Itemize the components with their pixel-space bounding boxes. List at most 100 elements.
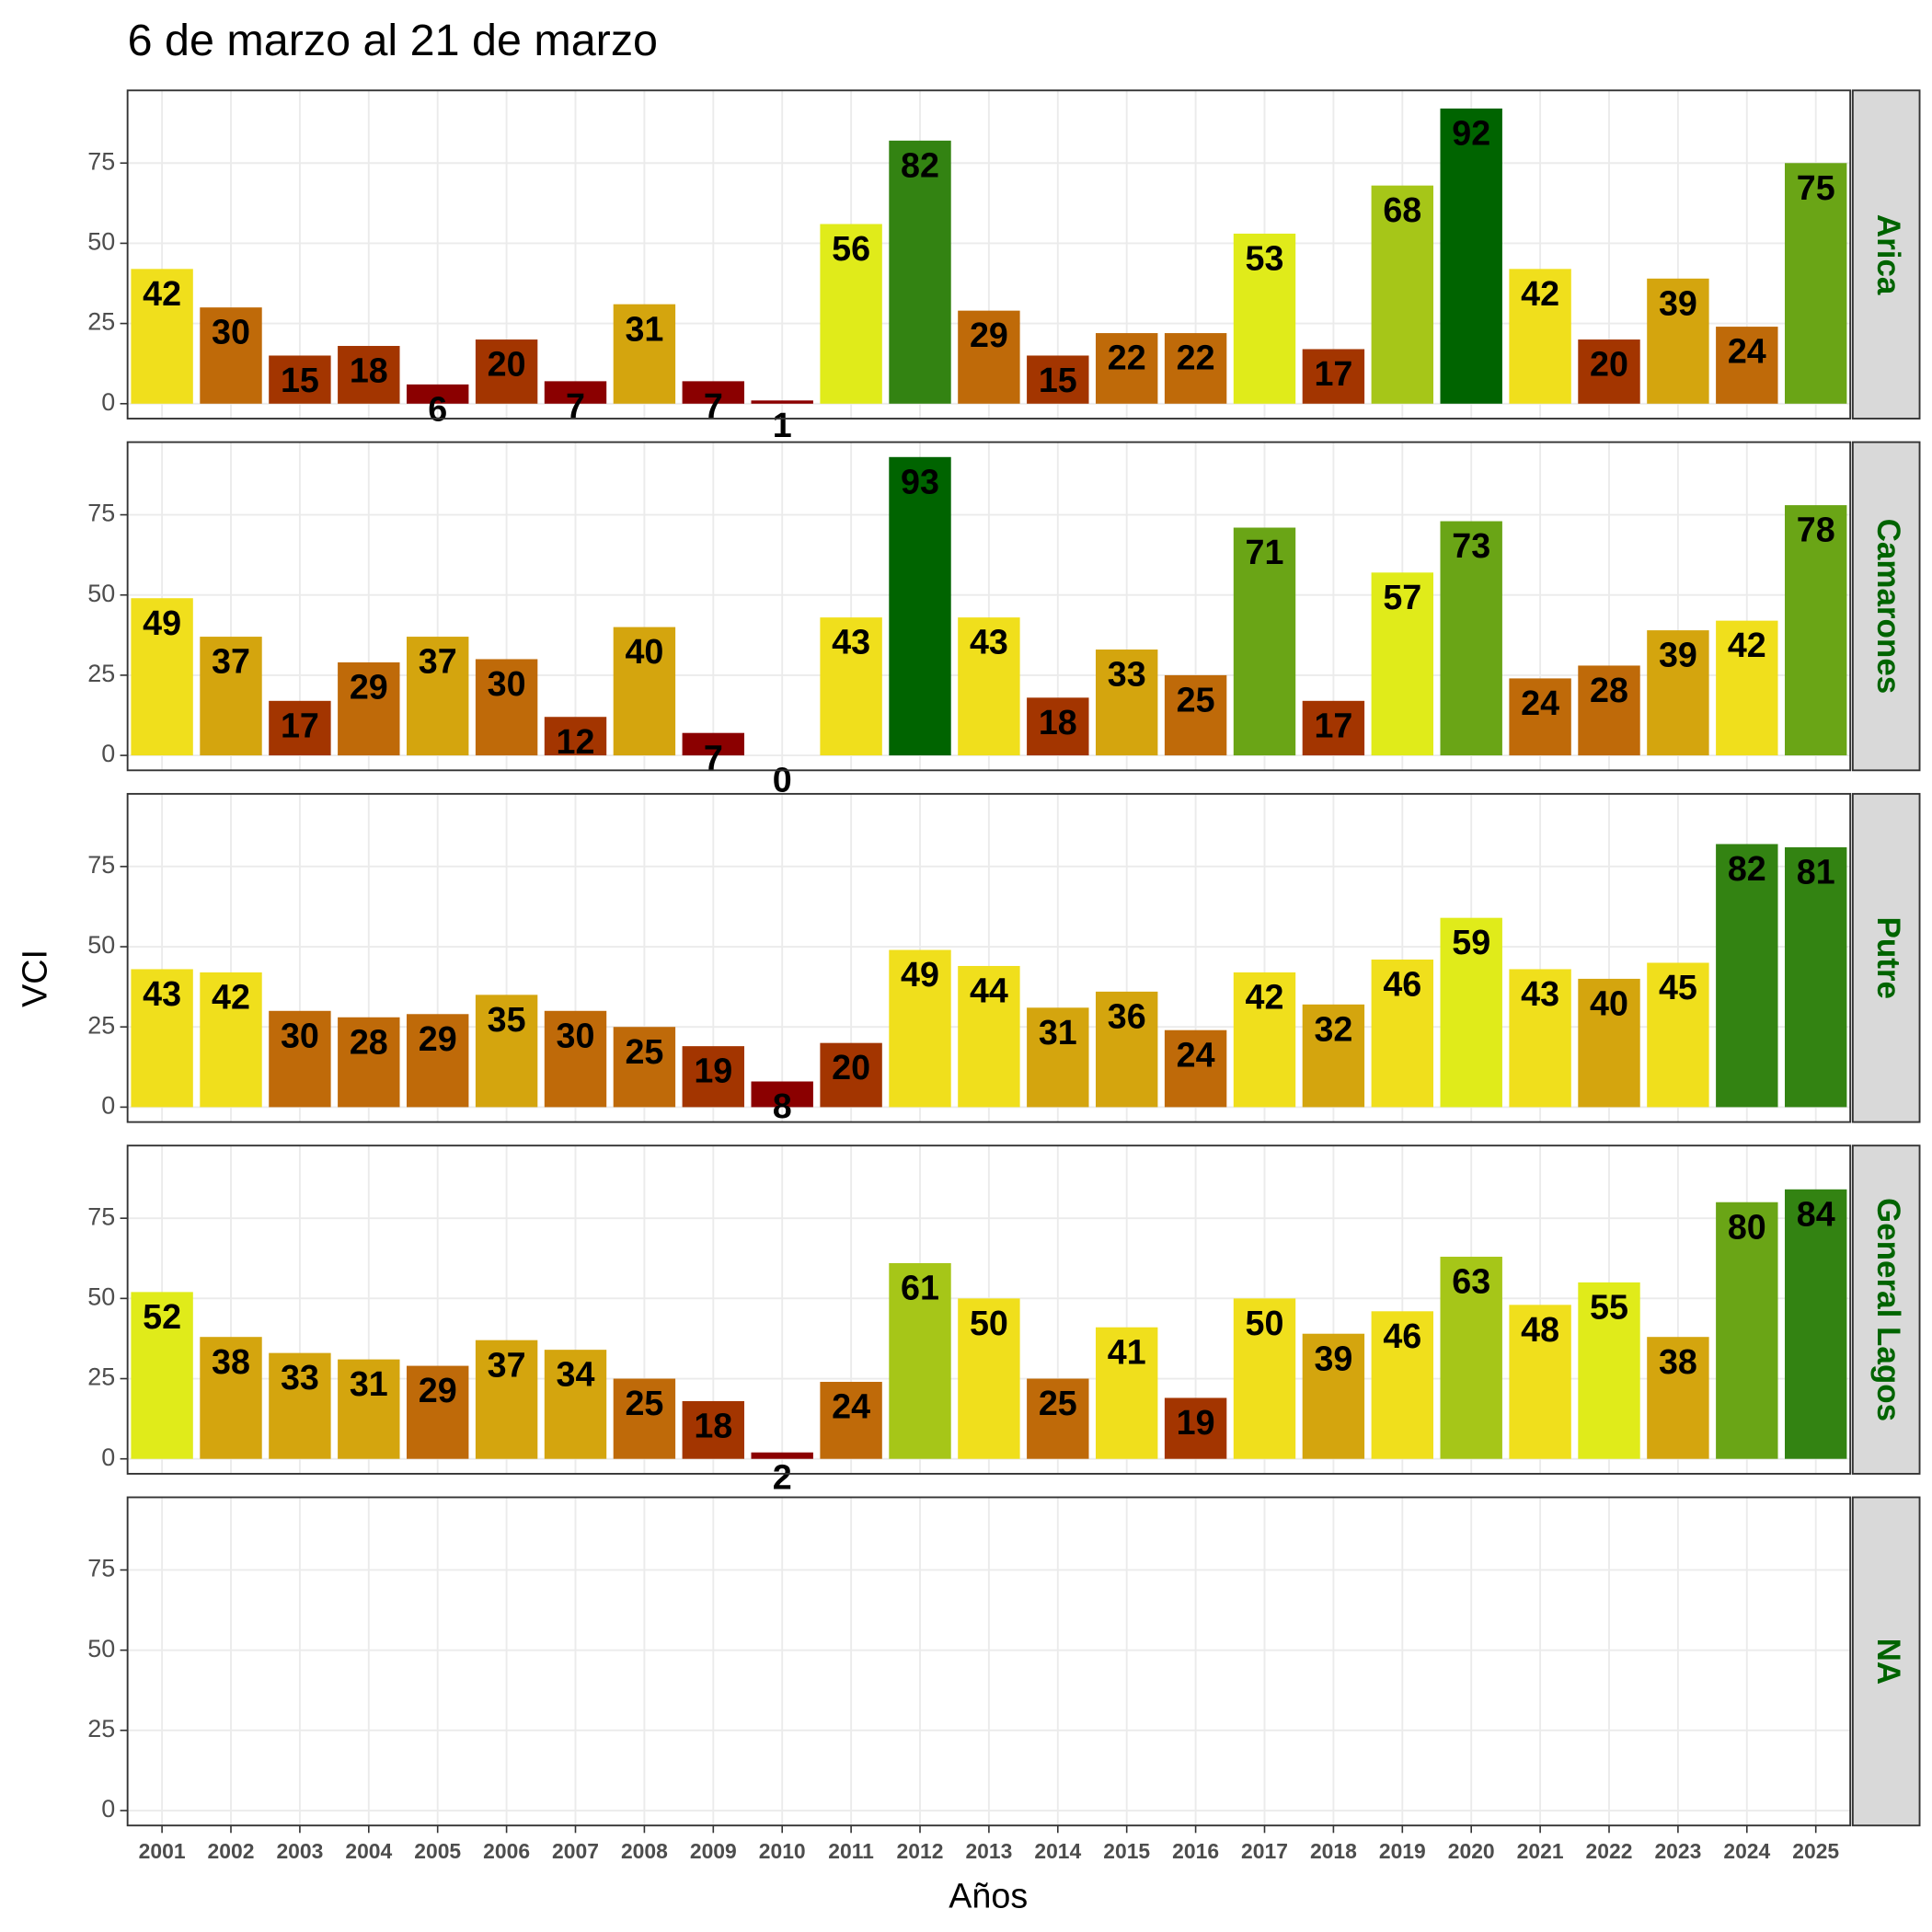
y-tick-label: 25 [87,308,115,336]
bar [958,1298,1020,1459]
bar [1164,1029,1227,1108]
bar [338,661,400,756]
y-tick-label: 75 [87,500,115,527]
x-tick-label: 2012 [897,1839,944,1863]
value-label: 24 [832,1387,870,1426]
value-label: 35 [488,1000,526,1039]
bar [751,1452,813,1459]
bar [1647,278,1709,404]
bar [1027,355,1089,404]
value-label: 32 [1314,1009,1352,1048]
value-label: 20 [488,345,526,384]
bar [338,346,400,404]
value-label: 36 [1108,996,1146,1035]
value-label: 7 [704,386,723,425]
value-label: 17 [1314,354,1352,393]
x-tick-label: 2022 [1586,1839,1633,1863]
value-label: 20 [832,1048,870,1087]
bar [1233,527,1296,756]
x-tick-label: 2024 [1723,1839,1770,1863]
value-label: 41 [1108,1332,1146,1371]
value-label: 31 [1039,1013,1077,1052]
bar [1716,1202,1778,1459]
bar [131,1292,193,1459]
bar [1647,1337,1709,1459]
strip-label: Camarones [1870,519,1906,695]
value-label: 92 [1452,114,1490,153]
bar [200,307,262,404]
x-tick-label: 2008 [621,1839,668,1863]
value-label: 7 [566,386,585,425]
bar [544,381,607,404]
value-label: 39 [1659,636,1697,674]
bar [1371,572,1434,756]
bar [1784,846,1847,1108]
bar [1027,1007,1089,1108]
value-label: 46 [1383,1317,1421,1355]
bar [1784,163,1847,404]
bar [958,965,1020,1108]
y-tick-label: 0 [101,1092,115,1120]
x-tick-label: 2007 [552,1839,599,1863]
bar [406,637,469,756]
value-label: 15 [281,361,319,399]
bar [1095,1327,1158,1459]
strip-label: NA [1870,1639,1906,1685]
value-label: 61 [901,1269,939,1307]
value-label: 15 [1039,361,1077,399]
value-label: 84 [1797,1194,1835,1233]
y-tick-label: 50 [87,580,115,607]
bar [1784,1189,1847,1459]
value-label: 44 [970,972,1008,1010]
x-tick-label: 2021 [1517,1839,1564,1863]
bar [889,456,951,756]
bar [406,1014,469,1108]
value-label: 80 [1728,1207,1766,1246]
bar [1164,333,1227,404]
bar [269,355,331,404]
value-label: 68 [1383,190,1421,229]
chart-title: 6 de marzo al 21 de marzo [128,16,658,65]
bar [200,972,262,1108]
y-tick-label: 0 [101,388,115,416]
value-label: 81 [1797,853,1835,891]
bar [1164,1397,1227,1459]
bar [1716,844,1778,1108]
bar [682,1046,745,1108]
bar [131,598,193,756]
panel-border [126,89,1852,420]
value-label: 40 [1590,983,1628,1022]
bar [1509,678,1571,756]
value-label: 30 [557,1016,595,1054]
bar [1716,327,1778,404]
value-label: 55 [1590,1287,1628,1326]
value-label: 19 [694,1052,732,1090]
x-tick-label: 2009 [690,1839,737,1863]
value-label: 49 [143,604,181,642]
value-label: 42 [1728,626,1766,664]
panel-border [126,441,1852,772]
value-label: 63 [1452,1262,1490,1301]
value-label: 93 [901,462,939,500]
strip [1851,441,1921,772]
value-label: 28 [350,1022,388,1061]
bar [1095,650,1158,756]
bar [338,1017,400,1108]
x-tick-label: 2006 [483,1839,530,1863]
panel-border [126,792,1852,1123]
bar [269,1352,331,1459]
y-tick-label: 0 [101,1795,115,1823]
y-tick-label: 75 [87,1555,115,1582]
x-tick-label: 2018 [1310,1839,1357,1863]
bar [820,1382,882,1459]
bar [406,1365,469,1459]
value-label: 29 [419,1019,457,1058]
value-label: 17 [1314,706,1352,744]
value-label: 37 [419,642,457,681]
bar [820,617,882,756]
bar [889,140,951,404]
bar [958,617,1020,756]
bar [1440,917,1502,1108]
bar [1233,1298,1296,1459]
strip-label: Arica [1870,214,1906,295]
